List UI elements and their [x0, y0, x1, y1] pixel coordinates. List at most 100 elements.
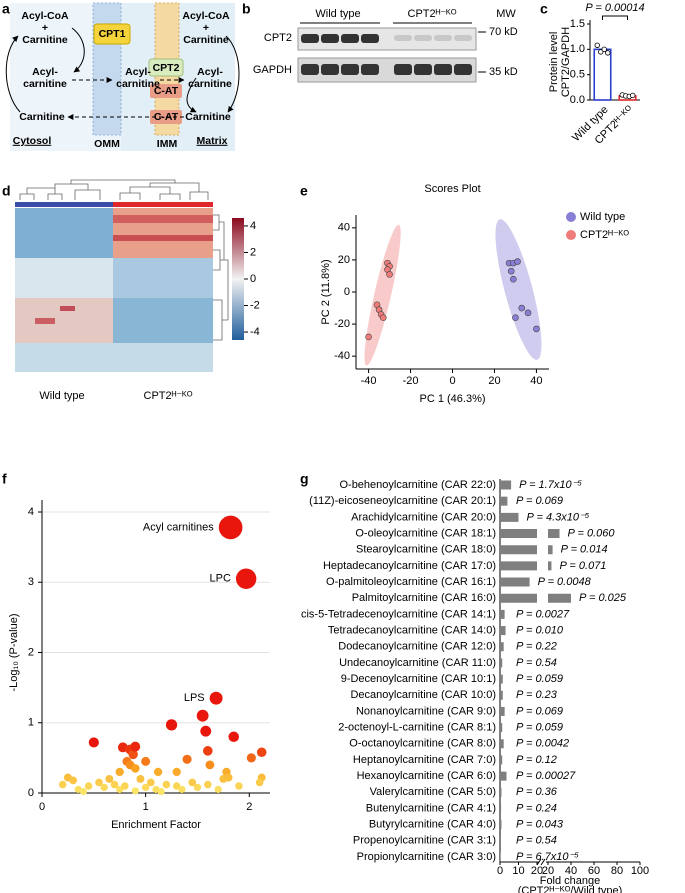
bubble [136, 775, 145, 783]
label: + [42, 22, 48, 34]
bubble [153, 767, 163, 777]
group-bar [113, 202, 213, 207]
x-axis-label: Fold change [540, 875, 601, 887]
bar [500, 512, 519, 522]
heatmap-block [113, 258, 213, 298]
point-label: LPC [210, 573, 231, 585]
p-value-label: P = 0.22 [516, 641, 557, 653]
bubble [204, 780, 212, 789]
bar [500, 577, 530, 587]
x-tick-label: 100 [631, 865, 649, 877]
p-value-label: P = 0.54 [516, 835, 557, 847]
outer-membrane [92, 2, 122, 136]
heatmap-block [15, 343, 213, 372]
label: Acyl- [125, 66, 151, 78]
data-point [507, 267, 515, 275]
x-tick-label: 20 [542, 865, 554, 877]
y-tick-label: 40 [338, 222, 350, 234]
heatmap-block [113, 235, 213, 241]
bar [500, 820, 502, 830]
y-tick-label: 1 [28, 717, 34, 729]
bubble [202, 746, 213, 756]
x-tick-label: 2 [246, 801, 252, 813]
category-label: Heptanoylcarnitine (CAR 7:0) [353, 754, 496, 766]
category-label: Palmitoylcarnitine (CAR 16:0) [352, 592, 496, 604]
x-axis-label: (CPT2ᴴ⁻ᴷᴼ/Wild type) [518, 885, 623, 893]
bar [500, 529, 560, 539]
blot-strip [297, 27, 477, 51]
bubble [84, 782, 93, 790]
y-tick-label: 1.0 [570, 43, 585, 55]
p-value-label: P = 0.059 [516, 722, 563, 734]
bubble [95, 778, 103, 787]
bar [500, 674, 503, 684]
p-value-label: P = 1.7x10⁻⁵ [519, 479, 582, 491]
label: carnitine [116, 78, 160, 90]
heatmap-block [15, 208, 113, 258]
label: Matrix [197, 135, 228, 147]
p-value-label: P = 0.069 [516, 495, 563, 507]
category-label: Nonanoylcarnitine (CAR 9:0) [356, 705, 496, 717]
label: C-AT [154, 85, 179, 97]
confidence-ellipse [495, 219, 542, 360]
mw-header: MW [496, 8, 516, 20]
data-point [386, 271, 393, 278]
panel-label: f [2, 471, 7, 487]
western-blot: Wild type CPT2ᴴ⁻ᴷᴼ MW CPT2 GAPDH 70 kD 3… [253, 8, 518, 83]
category-label: Butyrylcarnitine (CAR 4:0) [369, 819, 496, 831]
bubble [165, 719, 178, 731]
category-label: Butenylcarnitine (CAR 4:1) [366, 802, 496, 814]
bubble [173, 782, 181, 790]
point-label: LPS [184, 692, 205, 704]
bubble [235, 568, 257, 589]
data-point [512, 314, 519, 321]
legend-label: Wild type [580, 211, 625, 223]
x-tick-label: 0 [497, 865, 503, 877]
bubble [58, 780, 67, 789]
p-value-label: P = 0.0042 [516, 738, 569, 750]
p-value-label: P = 0.010 [516, 624, 564, 636]
p-value-label: P = 0.043 [516, 819, 564, 831]
group-label: Wild type [39, 390, 84, 402]
p-value-label: P = 0.54 [516, 657, 557, 669]
x-tick-label: 20 [531, 865, 543, 877]
protein-label: GAPDH [253, 64, 292, 76]
group-label: CPT2ᴴ⁻ᴷᴼ [408, 8, 457, 20]
bar [500, 496, 508, 506]
heatmap-block [15, 258, 113, 298]
point-label: Acyl carnitines [143, 521, 214, 533]
y-tick-label: 2 [28, 646, 34, 658]
bubble [182, 754, 192, 764]
group-label: Wild type [315, 8, 360, 20]
category-label: Decanoylcarnitine (CAR 10:0) [350, 689, 496, 701]
bubble [162, 780, 171, 789]
data-point [379, 314, 387, 321]
bubble [100, 783, 108, 792]
label: Carnitine [183, 34, 229, 46]
bubble [141, 756, 151, 766]
label: Acyl-CoA [182, 10, 230, 22]
bubble [130, 741, 141, 752]
bubble [209, 691, 223, 705]
y-tick-label: -40 [334, 350, 350, 362]
bar [500, 739, 504, 749]
label: carnitine [188, 78, 232, 90]
bar [500, 658, 503, 668]
bubble [69, 776, 77, 785]
cpt1-box [93, 23, 131, 45]
bar [500, 609, 505, 619]
p-value-label: P = 0.23 [516, 689, 558, 701]
label: Cytosol [13, 135, 52, 147]
category-label: Undecanoylcarnitine (CAR 11:0) [339, 657, 496, 669]
panel-label: g [300, 471, 309, 487]
y-tick-label: 0.0 [570, 94, 585, 106]
p-value-label: P = 4.3x10⁻⁵ [527, 511, 590, 523]
legend-label: CPT2ᴴ⁻ᴷᴼ [580, 229, 629, 241]
bubble [196, 709, 209, 722]
p-value-label: P = 0.36 [516, 786, 558, 798]
heatmap-block [113, 215, 213, 223]
bubble [131, 764, 140, 773]
arrow [186, 77, 197, 113]
data-point [518, 304, 526, 312]
